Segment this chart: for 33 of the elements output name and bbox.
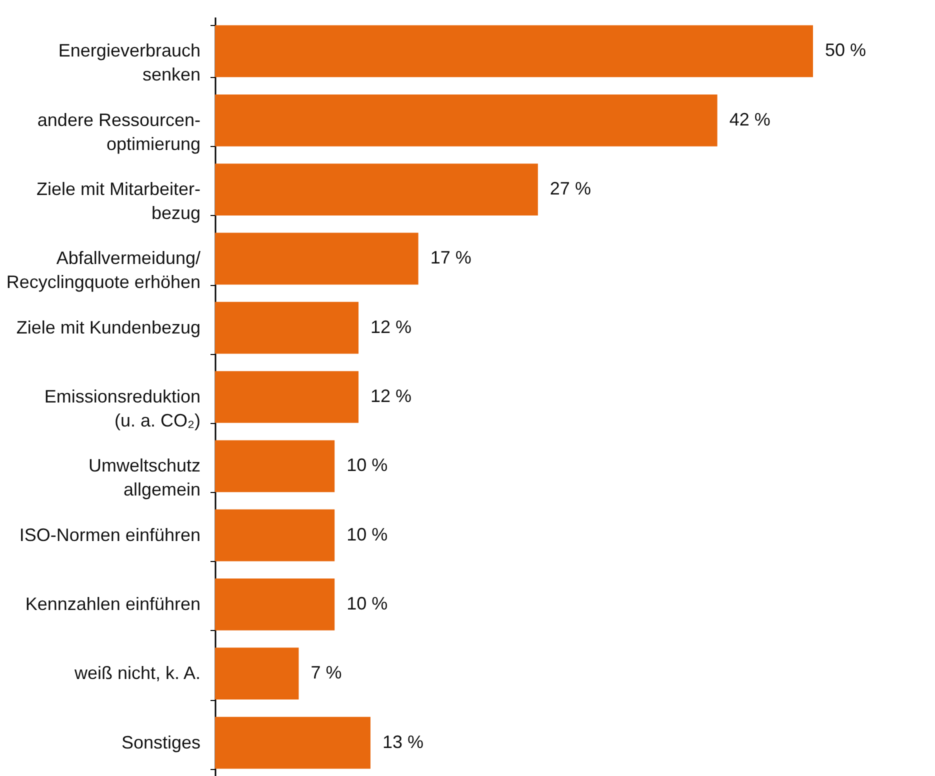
bar (215, 232, 418, 285)
data-label: 27 % (550, 178, 591, 199)
bar (215, 302, 359, 354)
y-tick-label: Sonstiges (121, 732, 200, 752)
y-tick-label: Abfallvermeidung/ Recyclingquote erhöhen (6, 248, 200, 292)
data-label: 13 % (382, 732, 424, 752)
data-label: 12 % (370, 386, 412, 406)
y-tick-label: Ziele mit Kundenbezug (16, 317, 200, 338)
y-tick-label: Umweltschutz allgemein (88, 456, 200, 500)
bar (215, 371, 359, 423)
data-label: 17 % (430, 248, 472, 268)
y-tick-label: Ziele mit Mitarbeiter- bezug (36, 179, 201, 224)
y-tick-label: andere Ressourcen- optimierung (37, 110, 200, 154)
data-label: 12 % (370, 316, 412, 337)
data-label: 7 % (310, 662, 342, 683)
bar (215, 578, 335, 630)
bar (215, 25, 813, 78)
data-label: 10 % (346, 593, 388, 614)
y-tick-label: weiß nicht, k. A. (73, 663, 200, 684)
bar (215, 440, 335, 492)
bar (215, 164, 538, 216)
y-tick-label: Kennzahlen einführen (25, 594, 200, 614)
y-tick-label: ISO-Normen einführen (19, 524, 200, 545)
data-label: 10 % (346, 524, 388, 544)
data-label: 10 % (346, 455, 388, 476)
y-tick-label: Emissionsreduktion (u. a. CO₂) (44, 386, 200, 430)
bar (215, 509, 335, 562)
bar (215, 94, 718, 146)
bar (215, 716, 370, 769)
data-label: 50 % (825, 40, 866, 60)
y-tick-label: Energieverbrauch senken (58, 40, 200, 85)
data-label: 42 % (729, 109, 770, 130)
bar (215, 648, 299, 700)
